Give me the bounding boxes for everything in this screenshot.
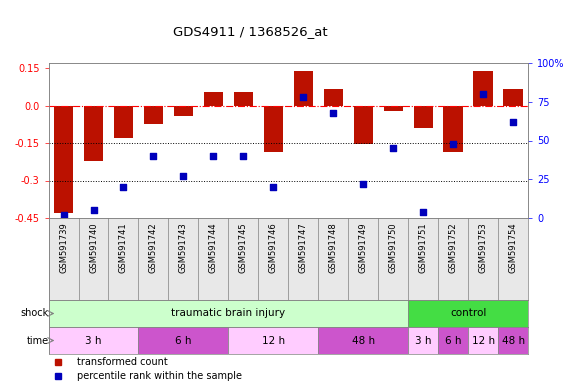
Text: GSM591740: GSM591740 <box>89 222 98 273</box>
Text: GSM591744: GSM591744 <box>209 222 218 273</box>
Bar <box>324 89 343 106</box>
Text: GSM591752: GSM591752 <box>449 222 458 273</box>
Bar <box>84 106 103 161</box>
Point <box>329 109 338 116</box>
Text: 3 h: 3 h <box>85 336 102 346</box>
Point <box>478 91 488 97</box>
Point <box>149 153 158 159</box>
Text: GSM591754: GSM591754 <box>509 222 518 273</box>
Text: GSM591749: GSM591749 <box>359 222 368 273</box>
Text: 12 h: 12 h <box>472 336 494 346</box>
Bar <box>319 327 408 354</box>
Text: GSM591745: GSM591745 <box>239 222 248 273</box>
Point <box>389 145 398 151</box>
Point <box>449 141 458 147</box>
Bar <box>54 106 73 213</box>
Bar <box>408 327 439 354</box>
Point <box>59 212 68 218</box>
Text: shock: shock <box>21 308 49 318</box>
Text: GSM591746: GSM591746 <box>269 222 278 273</box>
Text: 3 h: 3 h <box>415 336 432 346</box>
Point <box>239 153 248 159</box>
Text: 6 h: 6 h <box>445 336 461 346</box>
Text: GSM591750: GSM591750 <box>389 222 398 273</box>
Bar <box>228 327 319 354</box>
Bar <box>439 327 468 354</box>
Bar <box>473 71 493 106</box>
Bar <box>174 106 193 116</box>
Bar <box>293 71 313 106</box>
Text: GSM591747: GSM591747 <box>299 222 308 273</box>
Text: GSM591751: GSM591751 <box>419 222 428 273</box>
Bar <box>49 327 138 354</box>
Bar <box>504 89 523 106</box>
Bar <box>234 92 253 106</box>
Point <box>179 173 188 179</box>
Bar <box>204 92 223 106</box>
Bar <box>139 327 228 354</box>
Point <box>359 181 368 187</box>
Text: GSM591753: GSM591753 <box>478 222 488 273</box>
Bar <box>114 106 133 138</box>
Text: time: time <box>27 336 49 346</box>
Text: GSM591743: GSM591743 <box>179 222 188 273</box>
Point <box>299 94 308 100</box>
Bar <box>264 106 283 152</box>
Bar <box>413 106 433 128</box>
Text: control: control <box>450 308 486 318</box>
Bar <box>353 106 373 144</box>
Bar <box>468 327 498 354</box>
Bar <box>408 300 528 327</box>
Text: GSM591739: GSM591739 <box>59 222 68 273</box>
Bar <box>144 106 163 124</box>
Text: 48 h: 48 h <box>352 336 375 346</box>
Bar <box>384 106 403 111</box>
Text: 48 h: 48 h <box>502 336 525 346</box>
Point <box>209 153 218 159</box>
Text: transformed count: transformed count <box>77 358 168 367</box>
Text: GSM591741: GSM591741 <box>119 222 128 273</box>
Text: GSM591742: GSM591742 <box>149 222 158 273</box>
Point <box>509 119 518 125</box>
Point <box>269 184 278 190</box>
Point <box>419 209 428 215</box>
Text: traumatic brain injury: traumatic brain injury <box>171 308 286 318</box>
Bar <box>498 327 528 354</box>
Point <box>89 207 98 214</box>
Text: percentile rank within the sample: percentile rank within the sample <box>77 371 242 381</box>
Bar <box>444 106 463 152</box>
Text: 12 h: 12 h <box>262 336 285 346</box>
Point <box>119 184 128 190</box>
Bar <box>49 300 408 327</box>
Text: GDS4911 / 1368526_at: GDS4911 / 1368526_at <box>172 25 327 38</box>
Text: 6 h: 6 h <box>175 336 192 346</box>
Text: GSM591748: GSM591748 <box>329 222 338 273</box>
